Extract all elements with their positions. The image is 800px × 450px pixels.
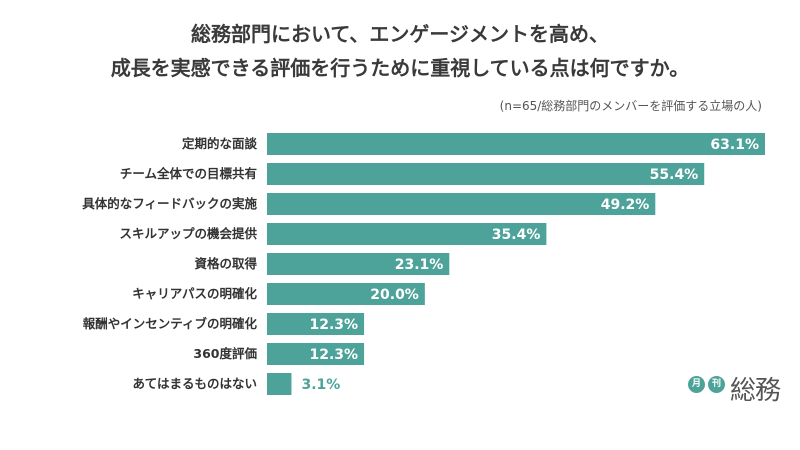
value-label: 12.3% (309, 317, 358, 333)
chart-title-line-2: 成長を実感できる評価を行うために重視している点は何ですか。 (110, 56, 690, 80)
value-label: 20.0% (370, 287, 419, 303)
category-label: 資格の取得 (194, 256, 257, 271)
chart-title: 総務部門において、エンゲージメントを高め、 成長を実感できる評価を行うために重視… (0, 17, 800, 85)
value-label: 3.1% (301, 377, 340, 393)
category-label: スキルアップの機会提供 (119, 226, 257, 241)
logo-badge-month: 月 (688, 376, 705, 393)
value-label: 23.1% (395, 257, 444, 273)
logo-badge-publication: 刊 (708, 376, 725, 393)
category-label: 360度評価 (193, 346, 257, 361)
logo-wordmark: 総務 (730, 376, 781, 406)
value-label: 63.1% (710, 137, 759, 153)
category-label: チーム全体での目標共有 (120, 166, 257, 181)
bar (267, 133, 765, 155)
category-label: あてはまるものはない (132, 376, 257, 391)
category-label: 具体的なフィードバックの実施 (81, 196, 257, 211)
value-label: 49.2% (601, 197, 650, 213)
bar (267, 193, 656, 215)
value-label: 35.4% (492, 227, 541, 243)
bar (267, 223, 547, 245)
value-label: 12.3% (309, 347, 358, 363)
bar (267, 373, 292, 395)
category-label: 定期的な面談 (181, 136, 258, 151)
monthly-soumu-logo: 月 刊 総務 (688, 372, 788, 406)
chart-title-line-1: 総務部門において、エンゲージメントを高め、 (191, 22, 609, 46)
bar (267, 253, 450, 275)
bar (267, 343, 365, 365)
value-label: 55.4% (650, 167, 699, 183)
bar (267, 283, 425, 305)
bar (267, 313, 365, 335)
sample-note: (n=65/総務部門のメンバーを評価する立場の人) (499, 99, 762, 113)
bar (267, 163, 705, 185)
category-label: 報酬やインセンティブの明確化 (83, 316, 258, 331)
category-label: キャリアパスの明確化 (132, 286, 257, 301)
